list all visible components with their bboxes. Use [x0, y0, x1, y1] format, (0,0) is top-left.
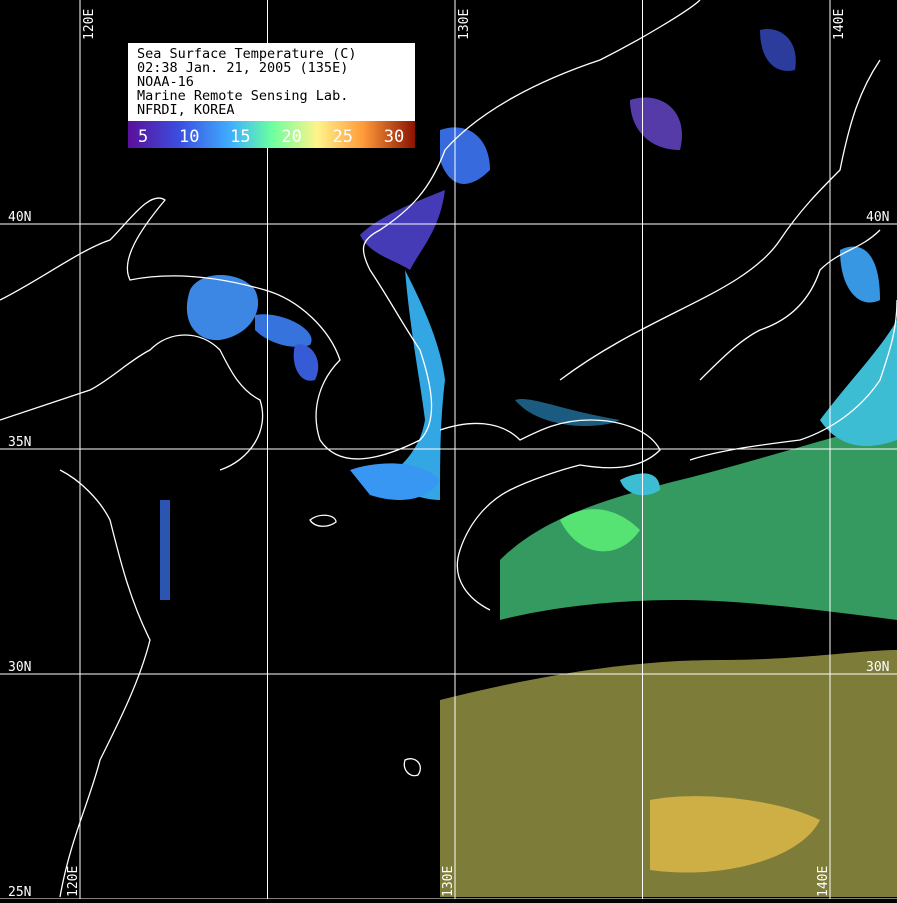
colorbar: [128, 121, 415, 148]
lat-label: 30N: [866, 660, 889, 675]
lon-label: 140E: [832, 9, 847, 40]
colorbar-tick-label: 20: [281, 127, 301, 147]
colorbar-tick-label: 10: [179, 127, 199, 147]
legend-line: Marine Remote Sensing Lab.: [137, 88, 348, 104]
legend: Sea Surface Temperature (C)02:38 Jan. 21…: [137, 46, 356, 118]
colorbar-tick-label: 25: [333, 127, 353, 147]
legend-line: Sea Surface Temperature (C): [137, 46, 356, 62]
sst-imagery: [160, 29, 897, 897]
lon-label: 120E: [66, 866, 81, 897]
colorbar-tick-label: 15: [230, 127, 250, 147]
lon-label: 130E: [441, 866, 456, 897]
legend-line: NOAA-16: [137, 74, 194, 90]
lon-label: 140E: [816, 866, 831, 897]
lat-label: 35N: [8, 435, 31, 450]
lat-label: 40N: [8, 210, 31, 225]
lon-label: 120E: [82, 9, 97, 40]
lat-label: 40N: [866, 210, 889, 225]
lat-label: 30N: [8, 660, 31, 675]
legend-line: 02:38 Jan. 21, 2005 (135E): [137, 60, 348, 76]
colorbar-labels: 5 10 15 20 25 30: [138, 127, 404, 147]
legend-line: NFRDI, KOREA: [137, 102, 235, 118]
colorbar-tick-label: 30: [384, 127, 404, 147]
legend-box: [128, 43, 415, 121]
lon-label: 130E: [457, 9, 472, 40]
colorbar-tick-label: 5: [138, 127, 148, 147]
lat-label: 25N: [8, 885, 31, 899]
